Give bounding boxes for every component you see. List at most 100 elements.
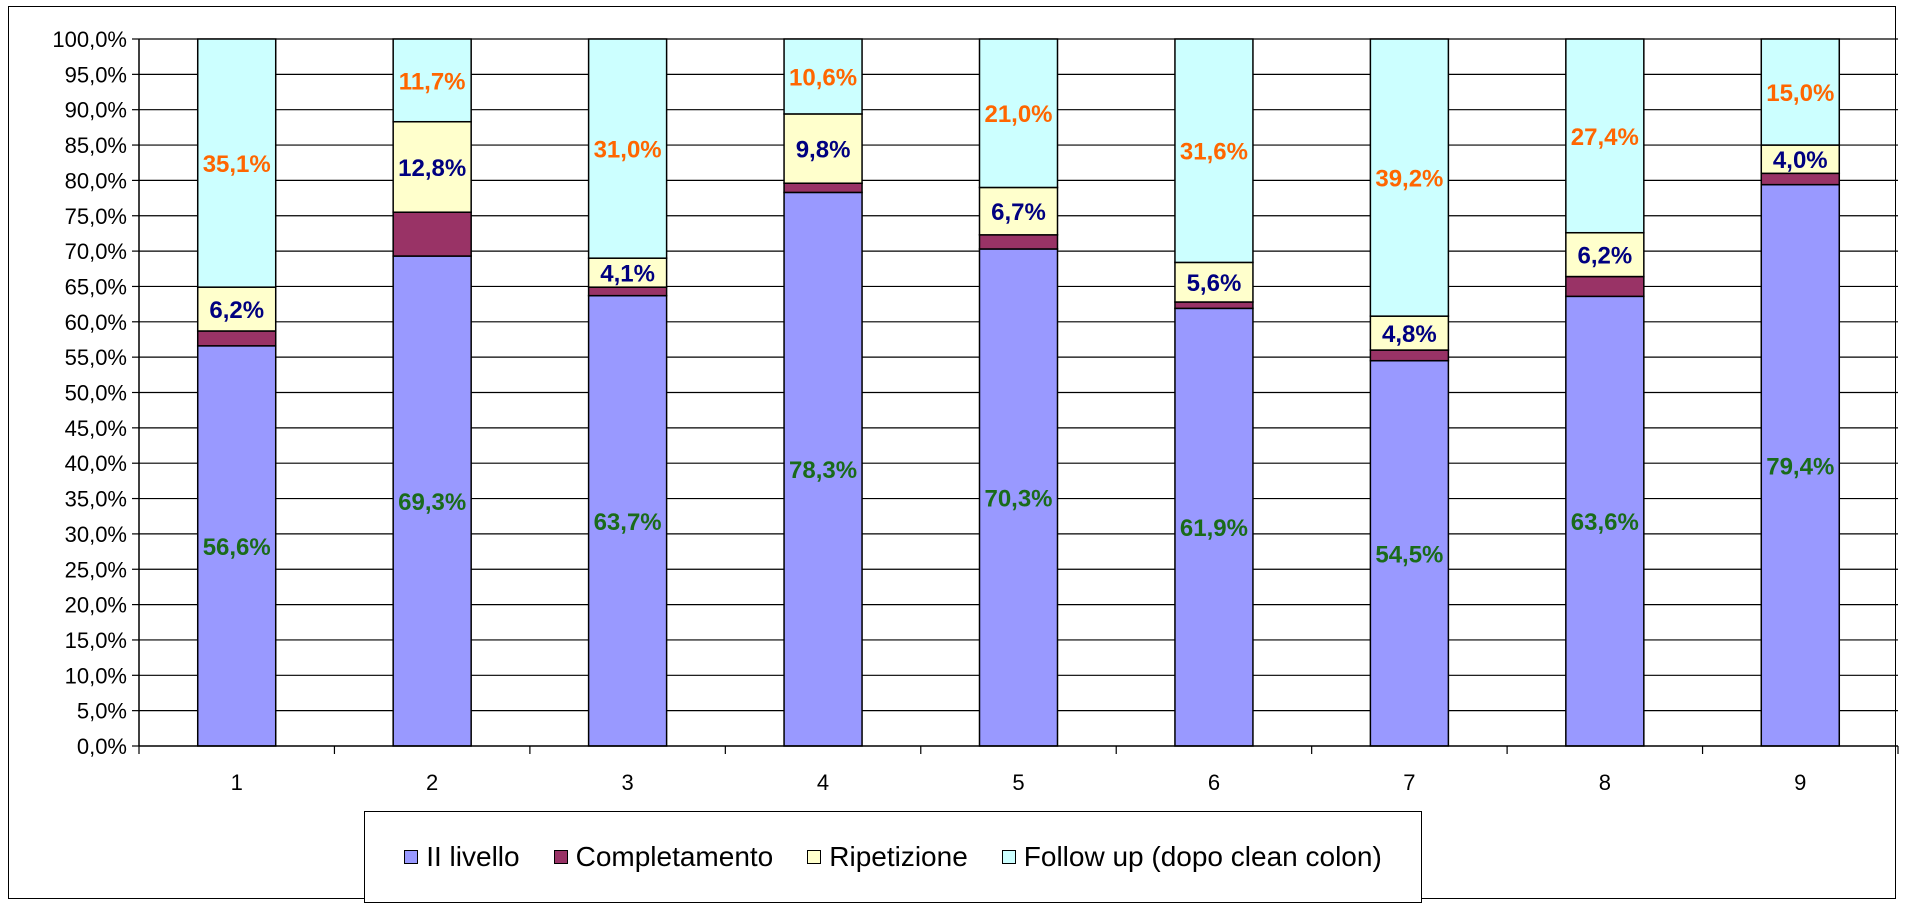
bar-segment <box>1760 183 1841 747</box>
x-tick-label: 3 <box>621 770 633 795</box>
y-tick-label: 20,0% <box>65 593 127 618</box>
bar-segment <box>978 234 1059 250</box>
bar-segment <box>392 255 472 747</box>
data-label: 4,0% <box>1773 147 1828 174</box>
bar-segment <box>978 38 1059 189</box>
bar-segment <box>783 38 863 115</box>
data-label: 10,6% <box>789 64 857 91</box>
bar-segment <box>1565 275 1645 298</box>
y-tick-label: 60,0% <box>65 310 127 335</box>
x-tick-label: 1 <box>231 770 243 795</box>
legend-item-follow-up: Follow up (dopo clean colon) <box>1001 841 1382 873</box>
bar-segment <box>1369 315 1450 351</box>
y-tick-label: 55,0% <box>65 345 127 370</box>
bar-segment <box>978 248 1059 747</box>
y-tick-label: 40,0% <box>65 451 127 476</box>
bar-segment <box>1174 301 1254 310</box>
x-tick-label: 8 <box>1599 770 1611 795</box>
data-label: 61,9% <box>1180 515 1248 542</box>
data-label: 9,8% <box>796 137 851 164</box>
legend-swatch-follow-up <box>1001 850 1016 864</box>
data-label: 6,2% <box>209 297 264 324</box>
data-label: 69,3% <box>398 489 466 516</box>
y-tick-label: 90,0% <box>65 98 127 123</box>
data-label: 11,7% <box>399 68 466 95</box>
data-label: 6,7% <box>991 199 1046 226</box>
bar-segment <box>1174 307 1254 747</box>
y-tick-label: 15,0% <box>65 628 127 653</box>
y-tick-label: 35,0% <box>65 487 127 512</box>
bar-segment <box>392 120 472 213</box>
bar-segment <box>1565 38 1645 234</box>
data-labels: 56,6% 6,2% 35,1% 69,3% 12,8% 11,7% 63,7% 4,1% 31… <box>203 64 1835 568</box>
y-tick-label: 0,0% <box>77 734 127 759</box>
legend-label-follow-up: Follow up (dopo clean colon) <box>1023 841 1382 872</box>
bar-segment <box>1174 261 1254 303</box>
data-label: 31,0% <box>594 137 662 164</box>
x-tick-label: 5 <box>1012 770 1024 795</box>
bars <box>196 38 1841 747</box>
y-tick-label: 95,0% <box>65 62 127 87</box>
data-label: 78,3% <box>789 457 857 484</box>
bar-segment <box>587 294 668 747</box>
data-label: 5,6% <box>1187 270 1242 297</box>
bar-segment <box>392 38 472 123</box>
data-label: 4,8% <box>1382 321 1437 348</box>
data-label: 63,7% <box>594 509 662 536</box>
bar-segment <box>392 211 472 257</box>
data-label: 63,6% <box>1571 509 1639 536</box>
bar-segment <box>1369 349 1450 362</box>
y-tick-label: 45,0% <box>65 416 127 441</box>
legend-swatch-ii-livello <box>404 850 419 864</box>
x-axis-tick-labels: 1 2 3 4 5 6 7 8 9 <box>231 770 1807 795</box>
bar-segment <box>1369 359 1450 747</box>
y-tick-label: 100,0% <box>52 27 127 52</box>
data-label: 31,6% <box>1180 139 1248 166</box>
legend: II livello Completamento Ripetizione Fol… <box>364 811 1422 903</box>
bar-segment <box>1760 172 1841 186</box>
y-tick-label: 50,0% <box>65 381 127 406</box>
bar-segment <box>587 257 668 288</box>
data-label: 12,8% <box>398 155 466 182</box>
data-label: 15,0% <box>1766 80 1834 107</box>
legend-label-ii-livello: II livello <box>426 841 520 872</box>
data-label: 27,4% <box>1571 124 1639 151</box>
data-label: 35,1% <box>203 151 271 178</box>
bar-segment <box>783 182 863 194</box>
bar-segment <box>196 286 277 332</box>
y-tick-label: 65,0% <box>65 274 127 299</box>
data-label: 6,2% <box>1577 243 1632 270</box>
bar-segment <box>1565 295 1645 747</box>
bar-segment <box>1369 38 1450 317</box>
y-tick-label: 80,0% <box>65 168 127 193</box>
y-tick-label: 70,0% <box>65 239 127 264</box>
data-label: 4,1% <box>600 261 655 288</box>
y-tick-label: 85,0% <box>65 133 127 158</box>
x-tick-label: 7 <box>1403 770 1415 795</box>
y-tick-label: 25,0% <box>65 557 127 582</box>
legend-item-completamento: Completamento <box>553 841 773 873</box>
x-tick-label: 2 <box>426 770 438 795</box>
legend-swatch-ripetizione <box>807 850 822 864</box>
bar-segment <box>1174 38 1254 264</box>
bar-segment <box>587 286 668 297</box>
x-tick-label: 4 <box>817 770 829 795</box>
y-axis-tick-labels: 0,0% 5,0% 10,0% 15,0% 20,0% 25,0% 30,0% 35,0% 40… <box>52 27 127 759</box>
legend-swatch-completamento <box>553 850 568 864</box>
legend-label-ripetizione: Ripetizione <box>829 841 968 872</box>
data-label: 70,3% <box>984 485 1052 512</box>
bar-segment <box>1760 38 1841 146</box>
bar-segment <box>587 38 668 259</box>
x-tick-label: 6 <box>1208 770 1220 795</box>
data-label: 54,5% <box>1375 541 1443 568</box>
data-label: 21,0% <box>984 101 1052 128</box>
y-tick-label: 75,0% <box>65 204 127 229</box>
y-tick-label: 30,0% <box>65 522 127 547</box>
y-tick-label: 10,0% <box>65 663 127 688</box>
bar-segment <box>196 330 277 347</box>
data-label: 79,4% <box>1766 453 1834 480</box>
x-tick-label: 9 <box>1794 770 1806 795</box>
axes <box>132 38 1899 754</box>
bar-segment <box>196 38 277 288</box>
